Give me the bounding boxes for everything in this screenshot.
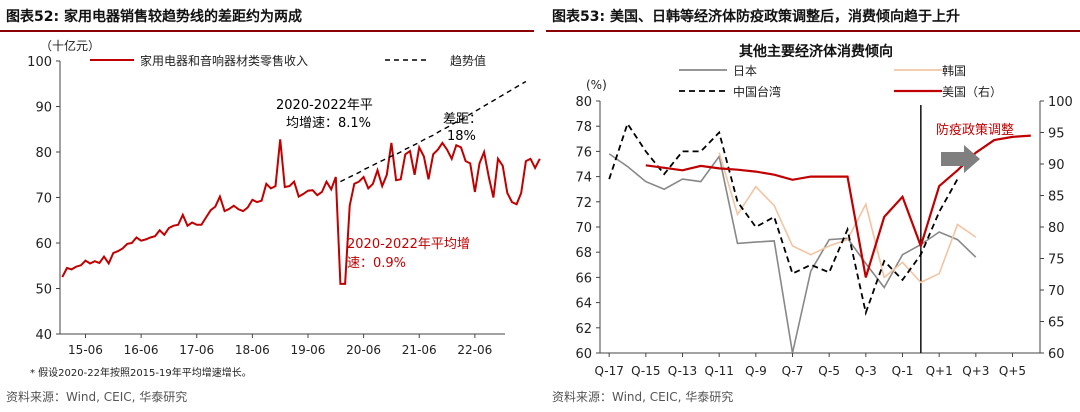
left-y-tick-label: 90 bbox=[35, 101, 52, 116]
right-y-tick-label: 60 bbox=[575, 347, 592, 362]
left-y-tick-label: 50 bbox=[35, 283, 52, 298]
left-chart-source: 资料来源：Wind, CEIC, 华泰研究 bbox=[6, 390, 188, 404]
left-y-tick-label: 60 bbox=[35, 237, 52, 252]
right-y-tick-label: 70 bbox=[575, 221, 592, 236]
left-x-tick-label: 18-06 bbox=[235, 343, 270, 357]
left-annotation: 18% bbox=[447, 129, 476, 144]
right-y-tick-label: 78 bbox=[575, 120, 592, 135]
right-x-tick-label: Q-7 bbox=[782, 364, 804, 378]
right-x-tick-label: Q+1 bbox=[926, 364, 953, 378]
right-x-tick-label: Q+3 bbox=[962, 364, 989, 378]
right-chart-source: 资料来源：Wind, CEIC, 华泰研究 bbox=[552, 390, 734, 404]
left-y-tick-label: 100 bbox=[27, 55, 52, 70]
right-y-tick-label: 66 bbox=[575, 271, 592, 286]
left-annotation: 差距： bbox=[443, 112, 482, 127]
right-y-tick-label: 72 bbox=[575, 196, 592, 211]
right-y-tick-label: 62 bbox=[575, 322, 592, 337]
right-series-line-taiwan bbox=[608, 121, 959, 316]
right-x-tick-label: Q-15 bbox=[631, 364, 660, 378]
left-y-tick-label: 40 bbox=[35, 328, 52, 343]
right-x-tick-label: Q-5 bbox=[818, 364, 840, 378]
right-x-tick-label: Q-13 bbox=[668, 364, 697, 378]
right-legend-label: 中国台湾 bbox=[733, 84, 781, 99]
right-x-tick-label: Q-11 bbox=[704, 364, 733, 378]
left-chart-footnote: * 假设2020-22年按照2015-19年平均增速增长。 bbox=[30, 368, 252, 379]
right-x-tick-label: Q-1 bbox=[892, 364, 914, 378]
left-x-tick-label: 20-06 bbox=[346, 343, 381, 357]
left-x-tick-label: 15-06 bbox=[68, 343, 103, 357]
right-y2-tick-label: 95 bbox=[1048, 127, 1065, 142]
right-y-tick-label: 80 bbox=[575, 95, 592, 110]
left-series-line-retail bbox=[61, 139, 541, 285]
right-y2-tick-label: 65 bbox=[1048, 316, 1065, 331]
right-x-tick-label: Q-3 bbox=[855, 364, 877, 378]
right-y2-tick-label: 100 bbox=[1048, 95, 1073, 110]
left-x-tick-label: 17-06 bbox=[179, 343, 214, 357]
left-x-tick-label: 19-06 bbox=[291, 343, 326, 357]
left-annotation: 2020-2022年平 bbox=[276, 98, 373, 113]
right-chart-header-text: 图表53: 美国、日韩等经济体防疫政策调整后，消费倾向趋于上升 bbox=[552, 9, 960, 25]
right-unit-label: (%) bbox=[586, 78, 607, 92]
right-chart-title: 其他主要经济体消费倾向 bbox=[739, 43, 893, 60]
left-y-tick-label: 80 bbox=[35, 146, 52, 161]
left-y-tick-label: 70 bbox=[35, 192, 52, 207]
left-chart-panel: 图表52: 家用电器销售较趋势线的差距约为两成 （十亿元） 40 50 60 70 80 9… bbox=[0, 0, 541, 412]
right-legend-label: 美国（右） bbox=[942, 84, 1002, 99]
right-arrow-icon bbox=[941, 145, 980, 173]
right-y2-tick-label: 75 bbox=[1048, 253, 1065, 268]
right-y2-tick-label: 85 bbox=[1048, 190, 1065, 205]
right-y2-tick-label: 90 bbox=[1048, 158, 1065, 173]
left-chart-svg: （十亿元） 40 50 60 70 80 90 100 15-06 16-06 17-06 18-06… bbox=[27, 38, 541, 357]
left-annotation: 均增速：8.1% bbox=[286, 116, 371, 131]
right-y-tick-label: 74 bbox=[575, 171, 592, 186]
right-y2-tick-label: 60 bbox=[1048, 347, 1065, 362]
right-chart-panel: 图表53: 美国、日韩等经济体防疫政策调整后，消费倾向趋于上升 其他主要经济体消… bbox=[546, 0, 1080, 412]
right-annotation-policy: 防疫政策调整 bbox=[936, 122, 1014, 138]
left-chart-header: 图表52: 家用电器销售较趋势线的差距约为两成 bbox=[0, 0, 534, 32]
left-legend-label: 趋势值 bbox=[450, 53, 486, 68]
left-x-tick-label: 16-06 bbox=[124, 343, 159, 357]
right-y-tick-label: 68 bbox=[575, 246, 592, 261]
left-chart-header-text: 图表52: 家用电器销售较趋势线的差距约为两成 bbox=[6, 9, 302, 25]
right-y2-tick-label: 70 bbox=[1048, 284, 1065, 299]
right-series-line-korea bbox=[718, 152, 977, 284]
right-y-tick-label: 64 bbox=[575, 297, 592, 312]
right-x-tick-label: Q+5 bbox=[999, 364, 1026, 378]
right-x-tick-label: Q-9 bbox=[745, 364, 767, 378]
left-x-tick-label: 22-06 bbox=[457, 343, 492, 357]
left-series-line-trend bbox=[340, 80, 527, 183]
right-y2-tick-label: 80 bbox=[1048, 221, 1065, 236]
right-y-tick-label: 76 bbox=[575, 145, 592, 160]
left-annotation: 速：0.9% bbox=[347, 256, 406, 271]
right-x-tick-label: Q-17 bbox=[594, 364, 623, 378]
left-annotation: 2020-2022年平均增 bbox=[347, 237, 470, 252]
left-x-tick-label: 21-06 bbox=[402, 343, 437, 357]
left-legend-label: 家用电器和音响器材类零售收入 bbox=[140, 53, 308, 68]
right-legend-label: 韩国 bbox=[942, 63, 966, 78]
right-chart-svg: 其他主要经济体消费倾向 (%) 60 62 64 66 68 70 72 74 76 78 80 60 65… bbox=[575, 43, 1073, 378]
right-series-line-japan bbox=[608, 153, 977, 354]
left-unit-label: （十亿元） bbox=[40, 38, 100, 53]
right-chart-header: 图表53: 美国、日韩等经济体防疫政策调整后，消费倾向趋于上升 bbox=[546, 0, 1080, 32]
right-legend-label: 日本 bbox=[733, 64, 757, 78]
